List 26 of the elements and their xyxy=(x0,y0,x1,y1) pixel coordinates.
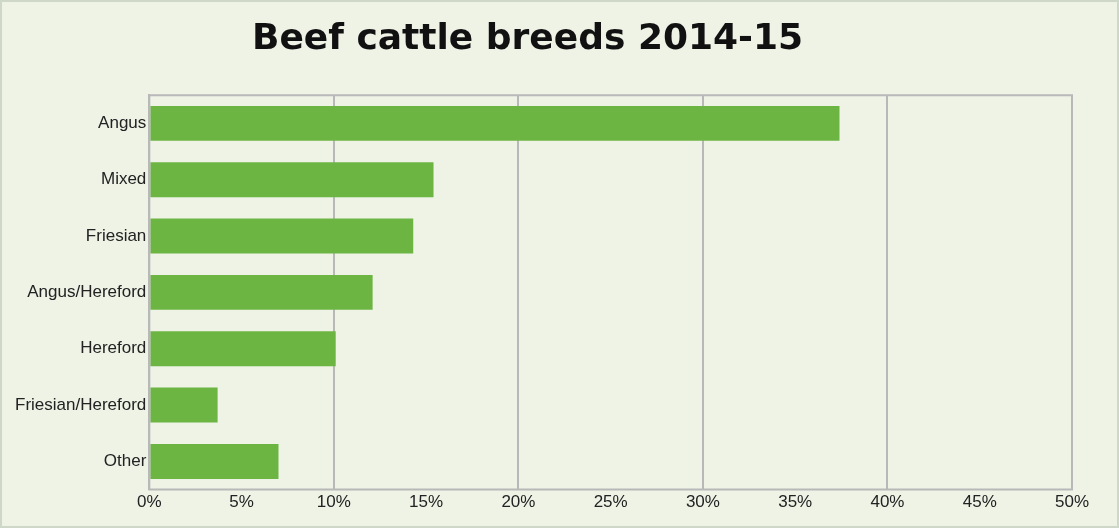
chart-title: Beef cattle breeds 2014-15 xyxy=(252,16,804,57)
x-tick-label: 10% xyxy=(316,492,351,512)
bar xyxy=(150,387,218,423)
bar xyxy=(150,162,434,198)
y-tick-label: Hereford xyxy=(80,338,147,358)
bar xyxy=(150,274,373,310)
y-tick-label: Other xyxy=(103,451,147,471)
y-tick-label: Angus xyxy=(98,113,147,133)
x-tick-label: 40% xyxy=(870,492,905,512)
y-tick-label: Mixed xyxy=(100,169,147,189)
x-tick-label: 20% xyxy=(501,492,536,512)
bar xyxy=(150,105,840,141)
bar xyxy=(150,218,414,254)
bar xyxy=(150,443,279,479)
x-tick-label: 50% xyxy=(1054,492,1090,512)
x-tick-label: 35% xyxy=(778,492,813,512)
x-tick-label: 0% xyxy=(137,492,162,512)
x-tick-label: 45% xyxy=(962,492,997,512)
x-tick-label: 5% xyxy=(229,492,254,512)
x-tick-label: 15% xyxy=(409,492,444,512)
y-tick-label: Friesian xyxy=(85,225,147,245)
y-tick-label: Angus/Hereford xyxy=(27,282,147,302)
x-tick-label: 25% xyxy=(593,492,628,512)
bar xyxy=(150,331,336,367)
x-tick-label: 30% xyxy=(685,492,720,512)
y-tick-label: Friesian/Hereford xyxy=(15,394,147,414)
